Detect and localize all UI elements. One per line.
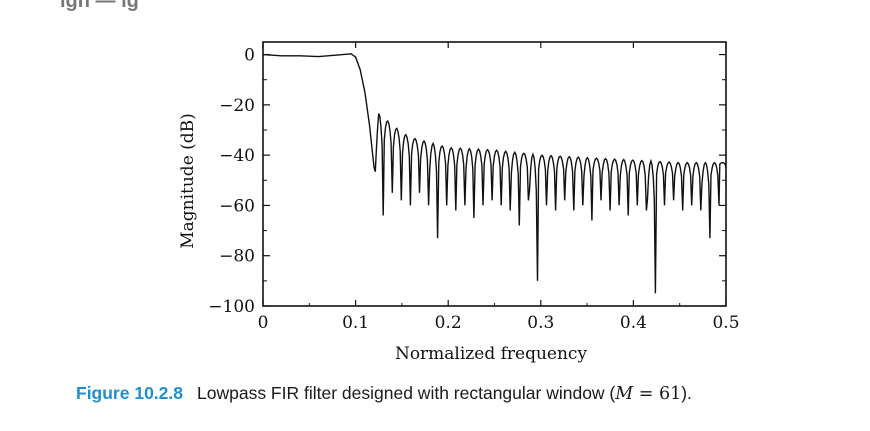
y-tick-label: −80 [219,247,255,267]
y-tick-label: 0 [244,46,255,66]
x-tick-label: 0 [258,313,269,333]
cropped-header-fragment: ign — ig [60,0,330,14]
caption-math-var: M [615,384,634,404]
x-axis-label: Normalized frequency [395,344,588,364]
y-tick-label: −20 [219,96,255,116]
y-tick-label: −40 [219,146,255,166]
y-tick-label: −100 [208,297,255,317]
caption-math-rest: = 61 [633,384,682,404]
caption-close: ). [681,383,692,403]
magnitude-response-line [262,53,727,294]
figure-caption: Figure 10.2.8 Lowpass FIR filter designed… [76,383,692,404]
figure-number: Figure 10.2.8 [76,383,183,403]
x-tick-label: 0.3 [527,313,554,333]
x-tick-label: 0.5 [712,313,739,333]
x-tick-label: 0.4 [620,313,647,333]
x-tick-label: 0.2 [435,313,462,333]
x-tick-label: 0.1 [342,313,369,333]
y-axis-label: Magnitude (dB) [178,113,198,249]
y-tick-label: −60 [219,196,255,216]
caption-text: Lowpass FIR filter designed with rectang… [197,383,616,403]
